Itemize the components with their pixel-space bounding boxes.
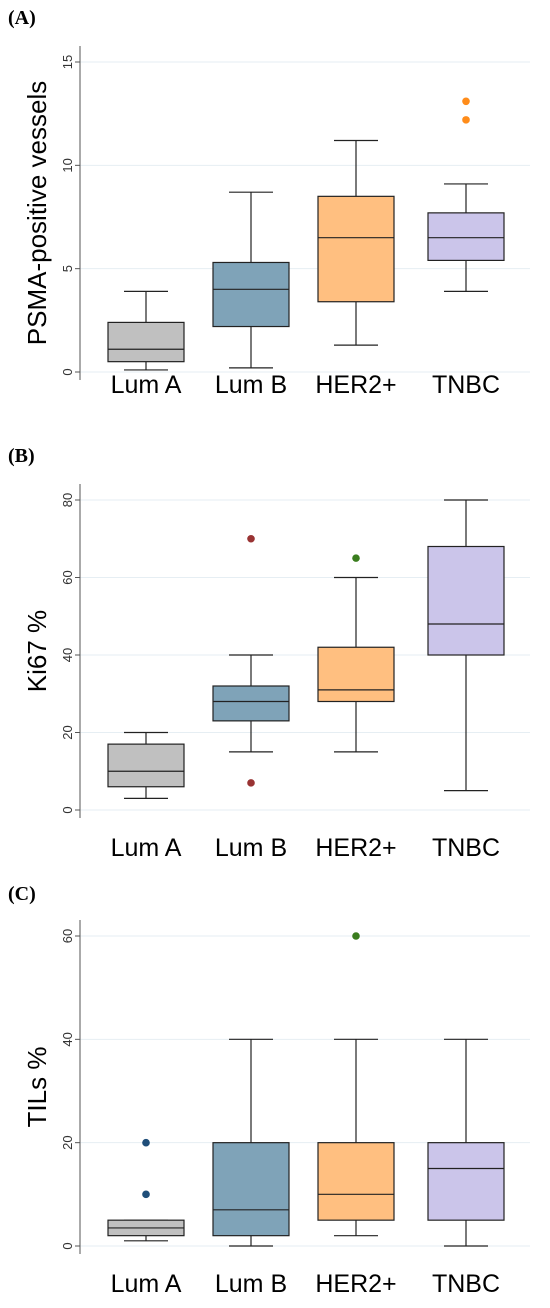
iqr-box <box>317 1142 395 1221</box>
box-tnbc <box>427 1038 505 1247</box>
iqr-box <box>212 685 290 722</box>
x-tick-label: Lum A <box>111 371 182 399</box>
y-tick-label: 40 <box>60 648 75 662</box>
x-tick-label: Lum B <box>215 371 287 399</box>
outlier-point <box>247 534 255 543</box>
x-tick-label: HER2+ <box>315 1270 396 1298</box>
y-tick-label: 10 <box>60 158 75 172</box>
iqr-box <box>427 545 505 656</box>
y-tick-label: 15 <box>60 55 75 69</box>
outlier-point <box>142 1190 150 1199</box>
x-tick-label: Lum A <box>111 1270 182 1298</box>
x-tick-label: TNBC <box>432 1270 500 1298</box>
x-tick-label: HER2+ <box>315 834 396 862</box>
outlier-point <box>247 779 255 787</box>
chart-panel-2: (B) 0 20 40 60 80 Ki67 % Lum A Lum B HER2+ TNBC <box>8 445 530 862</box>
outlier-point <box>142 1138 150 1147</box>
iqr-box <box>107 321 185 363</box>
box-lum-a <box>107 731 185 799</box>
x-tick-label: Lum B <box>215 1270 287 1298</box>
panel-label: (C) <box>8 883 36 905</box>
iqr-box <box>427 212 505 262</box>
iqr-box <box>212 261 290 328</box>
y-axis-label: TILs % <box>22 1047 52 1128</box>
y-axis-label: PSMA-positive vessels <box>22 81 52 345</box>
y-tick-label: 20 <box>60 1135 75 1149</box>
x-tick-label: Lum A <box>111 834 182 862</box>
box-her2- <box>317 932 395 1237</box>
outlier-point <box>352 554 360 562</box>
box-tnbc <box>427 499 505 792</box>
x-tick-label: TNBC <box>432 371 500 399</box>
y-tick-label: 80 <box>60 493 75 507</box>
x-tick-label: Lum B <box>215 834 287 862</box>
y-tick-label: 5 <box>60 265 75 272</box>
y-tick-label: 40 <box>60 1032 75 1046</box>
panel-label: (B) <box>8 445 35 467</box>
y-axis-label: Ki67 % <box>22 610 52 692</box>
x-tick-label: HER2+ <box>315 371 396 399</box>
y-tick-label: 0 <box>60 368 75 375</box>
box-lum-b <box>212 191 290 369</box>
iqr-box <box>427 1142 505 1221</box>
outlier-point <box>462 97 470 106</box>
y-tick-label: 60 <box>60 570 75 584</box>
iqr-box <box>317 646 395 703</box>
box-lum-b <box>212 534 290 787</box>
outlier-point <box>462 116 470 124</box>
box-tnbc <box>427 97 505 292</box>
y-tick-label: 0 <box>60 1242 75 1249</box>
iqr-box <box>107 743 185 788</box>
box-her2- <box>317 139 395 346</box>
outlier-point <box>352 932 360 940</box>
iqr-box <box>317 195 395 303</box>
box-her2- <box>317 554 395 753</box>
panel-label: (A) <box>8 7 36 29</box>
box-lum-a <box>107 1138 185 1242</box>
box-lum-a <box>107 290 185 371</box>
y-tick-label: 60 <box>60 929 75 943</box>
y-tick-label: 0 <box>60 806 75 813</box>
y-tick-label: 20 <box>60 725 75 739</box>
box-lum-b <box>212 1038 290 1247</box>
iqr-box <box>212 1142 290 1237</box>
x-tick-label: TNBC <box>432 834 500 862</box>
chart-panel-1: (A) 0 5 10 15 PSMA-positive vessels Lum A Lum B… <box>8 7 530 399</box>
chart-panel-3: (C) 0 20 40 60 TILs % Lum A Lum B HER2+ TNBC <box>8 883 530 1298</box>
